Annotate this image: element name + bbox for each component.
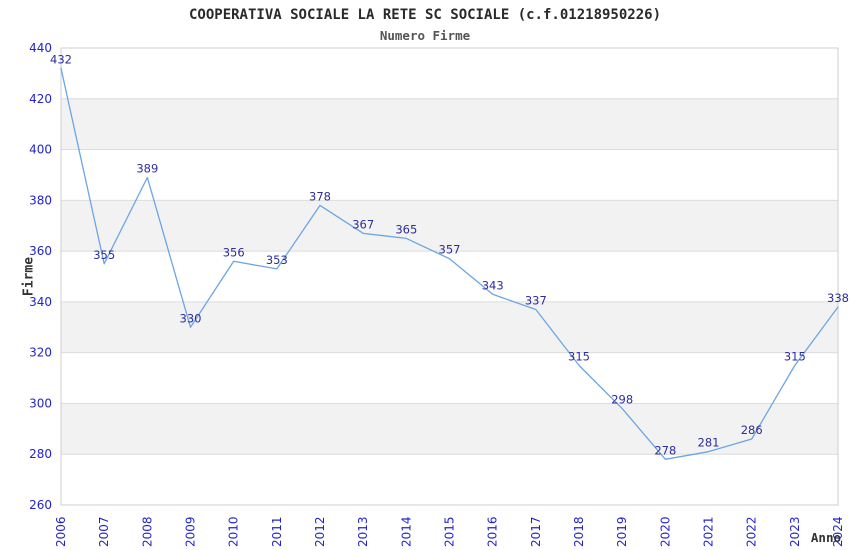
x-tick-label: 2011 [270, 516, 284, 547]
x-tick-label: 2020 [658, 516, 672, 547]
plot-band [61, 403, 838, 455]
x-tick-label: 2018 [572, 516, 586, 547]
x-tick-label: 2009 [184, 516, 198, 547]
x-tick-label: 2016 [486, 516, 500, 547]
y-tick-label: 440 [29, 41, 52, 55]
point-label: 343 [482, 278, 504, 292]
point-label: 315 [784, 349, 806, 363]
y-tick-label: 380 [29, 193, 52, 207]
x-tick-label: 2010 [227, 516, 241, 547]
x-tick-label: 2022 [745, 516, 759, 547]
x-tick-label: 2019 [615, 516, 629, 547]
y-tick-label: 400 [29, 143, 52, 157]
x-axis-title: Anno [811, 530, 841, 545]
point-label: 432 [50, 52, 72, 66]
x-tick-label: 2023 [788, 516, 802, 547]
y-tick-label: 300 [29, 396, 52, 410]
x-tick-label: 2008 [140, 516, 154, 547]
y-tick-label: 340 [29, 295, 52, 309]
y-tick-label: 320 [29, 346, 52, 360]
y-tick-label: 420 [29, 92, 52, 106]
point-label: 378 [309, 189, 331, 203]
plot-band [61, 301, 838, 353]
point-label: 338 [827, 291, 849, 305]
y-axis-title: Firme [22, 257, 37, 296]
x-tick-label: 2014 [399, 516, 413, 547]
point-label: 355 [93, 248, 115, 262]
point-label: 286 [741, 423, 763, 437]
x-tick-label: 2006 [54, 516, 68, 547]
y-tick-label: 360 [29, 244, 52, 258]
chart-title: COOPERATIVA SOCIALE LA RETE SC SOCIALE (… [188, 7, 661, 23]
point-label: 330 [180, 311, 202, 325]
point-label: 365 [395, 222, 417, 236]
plot-band [61, 98, 838, 150]
y-tick-label: 280 [29, 447, 52, 461]
x-tick-label: 2017 [529, 516, 543, 547]
x-tick-label: 2024 [831, 516, 845, 547]
point-label: 353 [266, 253, 288, 267]
data-line [60, 67, 839, 460]
point-label: 278 [654, 443, 676, 457]
chart-subtitle: Numero Firme [379, 28, 471, 43]
x-tick-label: 2015 [443, 516, 457, 547]
point-label: 356 [223, 245, 245, 259]
point-label: 389 [136, 161, 158, 175]
point-label: 281 [698, 436, 720, 450]
point-label: 357 [439, 243, 461, 257]
point-label: 315 [568, 349, 590, 363]
point-label: 337 [525, 294, 547, 308]
x-tick-label: 2013 [356, 516, 370, 547]
x-tick-label: 2012 [313, 516, 327, 547]
point-label: 367 [352, 217, 374, 231]
plot-border [60, 47, 839, 506]
point-label: 298 [611, 393, 633, 407]
x-tick-label: 2007 [97, 516, 111, 547]
plot-band [61, 200, 838, 252]
y-tick-label: 260 [29, 498, 52, 512]
x-tick-label: 2021 [702, 516, 716, 547]
